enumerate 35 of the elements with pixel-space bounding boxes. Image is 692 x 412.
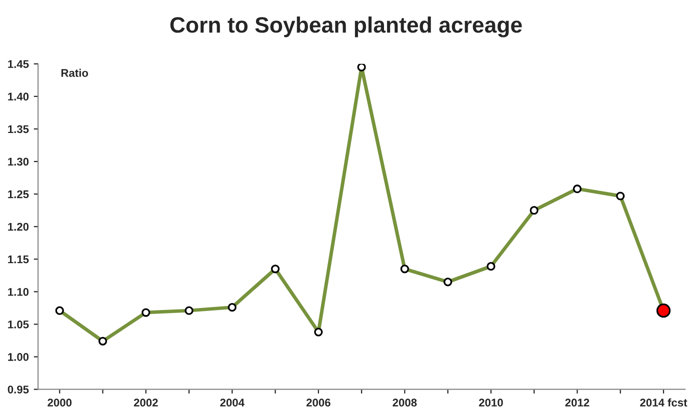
y-tick-label: 1.00 xyxy=(8,353,29,361)
y-tick-label: 1.20 xyxy=(8,222,29,231)
x-tick-label: 2000 xyxy=(48,398,72,407)
y-tick-label: 1.35 xyxy=(8,125,29,134)
point xyxy=(444,278,452,286)
y-tick-label: 1.10 xyxy=(8,288,29,296)
x-tick-label: 2014 fcst xyxy=(640,398,688,407)
y-tick-label: 0.95 xyxy=(8,386,29,394)
point xyxy=(55,306,64,315)
y-tick-label: 1.40 xyxy=(8,92,29,101)
point xyxy=(314,328,323,336)
point xyxy=(530,206,538,215)
x-tick-label: 2012 xyxy=(565,398,590,407)
y-tick-label: 1.15 xyxy=(8,256,29,264)
y-axis-title: Ratio xyxy=(61,68,88,77)
chart-title: Corn to Soybean planted acreage xyxy=(170,16,522,38)
point xyxy=(572,184,582,194)
point xyxy=(184,306,194,315)
point xyxy=(228,303,236,312)
point xyxy=(98,336,108,346)
point xyxy=(400,264,410,274)
x-tick-label: 2008 xyxy=(392,398,417,407)
x-tick-label: 2004 xyxy=(220,398,244,407)
point xyxy=(486,262,496,271)
x-tick-label: 2002 xyxy=(134,398,158,407)
x-tick-label: 2010 xyxy=(479,398,503,407)
point xyxy=(616,192,625,200)
point xyxy=(357,64,366,72)
y-tick-label: 1.30 xyxy=(8,158,29,166)
y-tick-label: 1.45 xyxy=(8,60,29,68)
y-tick-label: 1.25 xyxy=(8,190,29,198)
x-tick-label: 2006 xyxy=(306,398,330,407)
point xyxy=(142,308,150,317)
point xyxy=(270,264,280,274)
y-tick-label: 1.05 xyxy=(8,320,29,328)
